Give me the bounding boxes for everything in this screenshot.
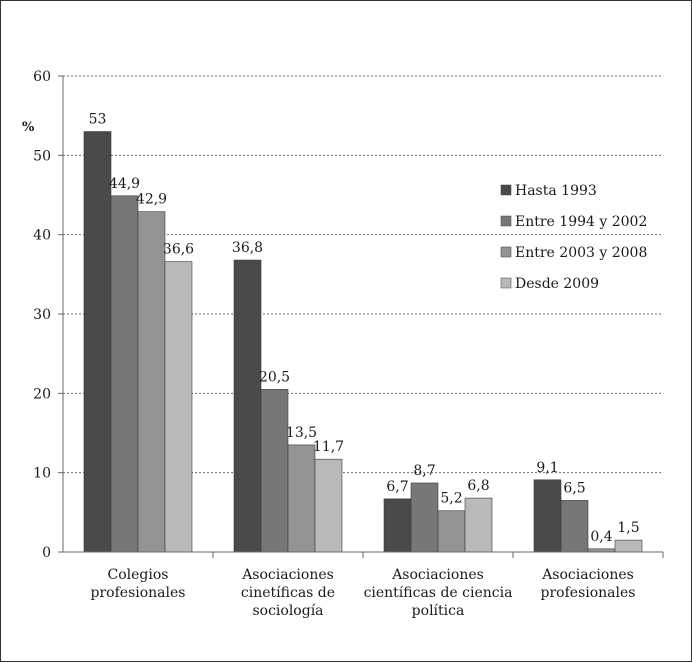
category-label-line: cinetíficas de bbox=[241, 585, 335, 601]
category-label-0: Colegios profesionales bbox=[91, 567, 186, 601]
category-label-line: Asociaciones bbox=[541, 567, 634, 583]
bar-0-1 bbox=[110, 195, 139, 553]
data-label-2-2: 5,2 bbox=[440, 491, 462, 507]
y-tick-label-60: 60 bbox=[33, 69, 51, 85]
bar-1-1 bbox=[260, 389, 289, 553]
y-tick-label-0: 0 bbox=[42, 545, 51, 561]
data-label-0-3: 36,6 bbox=[163, 242, 194, 258]
data-label-3-0: 9,1 bbox=[536, 460, 558, 476]
bar-3-0 bbox=[533, 479, 562, 553]
data-label-1-3: 11,7 bbox=[313, 439, 344, 455]
bar-2-2 bbox=[437, 510, 466, 553]
legend: Hasta 1993 Entre 1994 y 2002 Entre 2003 y … bbox=[500, 183, 647, 292]
data-label-0-0: 53 bbox=[89, 112, 107, 128]
bar-1-0 bbox=[233, 259, 262, 553]
data-label-1-0: 36,8 bbox=[232, 240, 263, 256]
legend-swatch-0 bbox=[500, 184, 512, 196]
y-tick-label-20: 20 bbox=[33, 386, 51, 402]
data-label-0-1: 44,9 bbox=[109, 176, 140, 192]
data-label-0-2: 42,9 bbox=[136, 192, 167, 208]
bars bbox=[83, 131, 643, 553]
bar-3-1 bbox=[560, 500, 589, 553]
data-label-2-1: 8,7 bbox=[413, 463, 435, 479]
category-label-1: Asociaciones cinetíficas de sociología bbox=[241, 567, 335, 619]
category-label-2: Asociaciones científicas de ciencia políti… bbox=[364, 567, 513, 619]
category-label-3: Asociaciones profesionales bbox=[541, 567, 636, 601]
category-label-line: científicas de ciencia bbox=[364, 585, 513, 601]
legend-label-1: Entre 1994 y 2002 bbox=[515, 214, 647, 230]
bar-3-3 bbox=[614, 539, 643, 553]
category-label-line: Colegios bbox=[108, 567, 169, 583]
category-label-line: Asociaciones bbox=[241, 567, 334, 583]
legend-label-0: Hasta 1993 bbox=[515, 183, 597, 199]
bar-2-1 bbox=[410, 482, 439, 553]
y-tick-label-10: 10 bbox=[33, 466, 51, 482]
y-axis: 0 10 20 30 40 50 60 bbox=[33, 69, 64, 561]
legend-label-2: Entre 2003 y 2008 bbox=[515, 245, 647, 261]
category-label-line: sociología bbox=[252, 603, 323, 619]
bar-1-3 bbox=[314, 458, 343, 553]
data-label-2-3: 6,8 bbox=[467, 478, 489, 494]
category-label-line: profesionales bbox=[541, 585, 636, 601]
data-label-1-2: 13,5 bbox=[286, 425, 317, 441]
data-labels: 53 44,942,9 36,6 36,8 20,5 13,511,7 6,7 8,7 5,2 6… bbox=[89, 112, 640, 545]
bar-0-3 bbox=[164, 261, 193, 553]
y-tick-label-50: 50 bbox=[33, 148, 51, 164]
bar-0-0 bbox=[83, 131, 112, 553]
data-label-3-1: 6,5 bbox=[563, 480, 585, 496]
legend-swatch-1 bbox=[500, 215, 512, 227]
bar-0-2 bbox=[137, 211, 166, 553]
bar-2-0 bbox=[383, 498, 412, 553]
data-label-1-1: 20,5 bbox=[259, 369, 290, 385]
category-label-line: Asociaciones bbox=[391, 567, 484, 583]
x-axis: Colegios profesionales Asociaciones cinetíf… bbox=[63, 551, 664, 619]
y-axis-label: % bbox=[22, 120, 35, 135]
category-label-line: política bbox=[412, 603, 465, 619]
bar-1-2 bbox=[287, 444, 316, 553]
data-label-2-0: 6,7 bbox=[386, 479, 408, 495]
y-tick-label-30: 30 bbox=[33, 307, 51, 323]
category-label-line: profesionales bbox=[91, 585, 186, 601]
bar-2-3 bbox=[464, 497, 493, 553]
data-label-3-2: 0,4 bbox=[590, 529, 612, 545]
legend-swatch-2 bbox=[500, 246, 512, 258]
y-tick-label-40: 40 bbox=[33, 228, 51, 244]
legend-label-3: Desde 2009 bbox=[515, 276, 599, 292]
legend-swatch-3 bbox=[500, 277, 512, 289]
data-label-3-3: 1,5 bbox=[617, 520, 639, 536]
